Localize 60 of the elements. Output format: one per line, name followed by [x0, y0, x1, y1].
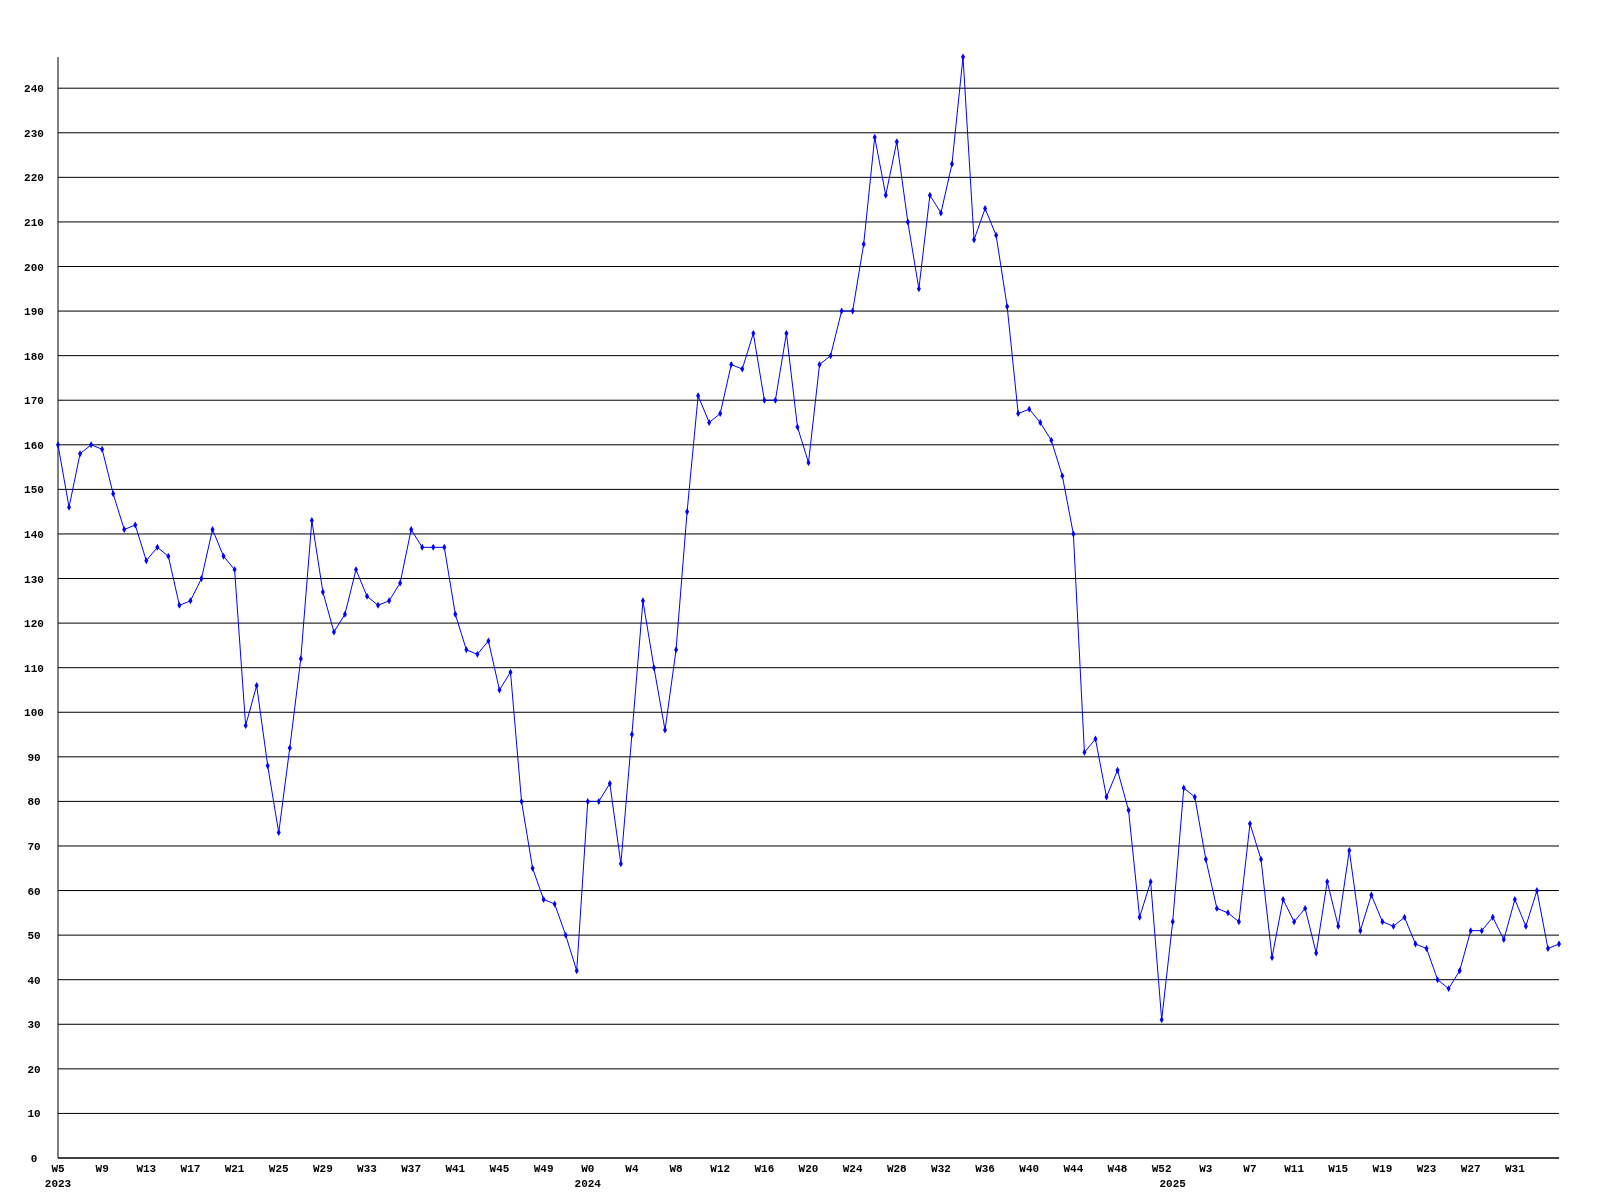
y-tick-label: 170: [24, 395, 44, 408]
y-tick-label: 120: [24, 618, 44, 631]
y-tick-label: 10: [27, 1108, 41, 1121]
x-tick-label: W7: [1243, 1163, 1257, 1175]
x-tick-label: W40: [1019, 1163, 1040, 1175]
x-tick-label: W37: [401, 1163, 422, 1175]
y-tick-label: 150: [24, 484, 44, 497]
x-tick-label: W13: [136, 1163, 157, 1175]
y-tick-label: 130: [24, 573, 44, 586]
y-tick-label: 100: [24, 707, 44, 720]
x-tick-label: W49: [533, 1163, 554, 1175]
y-tick-label: 40: [27, 974, 41, 987]
x-tick-label: W45: [489, 1163, 510, 1175]
x-tick-label: W48: [1107, 1163, 1128, 1175]
x-tick-label: W23: [1416, 1163, 1437, 1175]
x-tick-label: W25: [268, 1163, 290, 1175]
x-tick-label: W41: [445, 1163, 466, 1175]
x-tick-label: W28: [886, 1163, 908, 1175]
y-tick-label: 220: [24, 172, 44, 185]
x-tick-label: W36: [975, 1163, 995, 1175]
x-tick-label: W12: [710, 1163, 731, 1175]
y-tick-label: 190: [24, 306, 44, 319]
y-tick-label: 210: [24, 216, 44, 229]
x-tick-label: W24: [842, 1163, 863, 1175]
y-tick-label: 160: [24, 439, 44, 452]
y-tick-label: 20: [27, 1063, 41, 1076]
x-tick-label: W9: [95, 1163, 109, 1175]
x-tick-label: W33: [357, 1163, 378, 1175]
x-tick-label: W52: [1151, 1163, 1172, 1175]
x-tick-label: W44: [1063, 1163, 1084, 1175]
y-tick-label: 240: [24, 83, 44, 96]
x-tick-label: W0 2024: [574, 1163, 602, 1190]
x-tick-label: W19: [1372, 1163, 1393, 1175]
y-tick-label: 230: [24, 127, 44, 140]
y-tick-label: 90: [27, 751, 41, 764]
x-tick-label: W4: [625, 1163, 639, 1175]
x-tick-label: W5 2023: [44, 1163, 72, 1190]
x-tick-label: W27: [1460, 1163, 1481, 1175]
x-tick-label: W15: [1328, 1163, 1349, 1175]
y-tick-label: 70: [27, 840, 41, 853]
x-tick-label: W11: [1284, 1163, 1305, 1175]
y-tick-label: 200: [24, 261, 44, 274]
x-tick-label: W29: [312, 1163, 333, 1175]
x-tick-label: W20: [798, 1163, 819, 1175]
x-tick-label: W8: [669, 1163, 684, 1175]
x-tick-label: W32: [931, 1163, 951, 1175]
y-tick-label: 140: [24, 528, 44, 541]
x-tick-label: W16: [754, 1163, 775, 1175]
x-tick-label: W3: [1199, 1163, 1213, 1175]
y-tick-label: 180: [24, 350, 44, 363]
x-tick-label: W31: [1504, 1163, 1526, 1175]
x-tick-label: W17: [180, 1163, 201, 1175]
y-tick-label: 50: [27, 930, 41, 943]
x-tick-label: W21: [224, 1163, 245, 1175]
x-tick-label: 2025: [1159, 1178, 1187, 1190]
y-tick-label: 80: [27, 796, 41, 809]
y-tick-label: 0: [30, 1153, 38, 1165]
y-tick-label: 60: [27, 885, 41, 898]
y-tick-label: 30: [27, 1019, 41, 1032]
y-tick-label: 110: [24, 662, 44, 675]
